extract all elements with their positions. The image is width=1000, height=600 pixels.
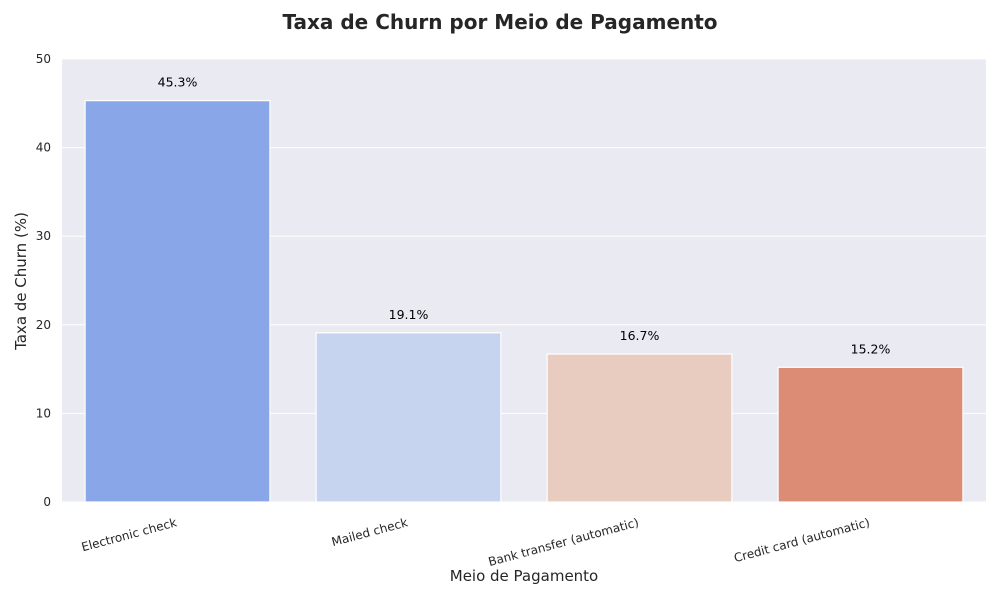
x-tick-label: Credit card (automatic) xyxy=(732,515,871,565)
bar xyxy=(315,332,502,503)
x-tick-label: Bank transfer (automatic) xyxy=(487,515,641,569)
y-axis-label: Taxa de Churn (%) xyxy=(12,212,30,350)
data-label: 45.3% xyxy=(158,75,198,90)
bar xyxy=(546,353,733,503)
bar xyxy=(84,100,271,503)
bar xyxy=(777,366,964,503)
x-tick-label: Mailed check xyxy=(330,515,409,549)
y-tick-label: 0 xyxy=(43,495,51,509)
data-label: 16.7% xyxy=(620,328,660,343)
data-label: 19.1% xyxy=(389,307,429,322)
chart-title: Taxa de Churn por Meio de Pagamento xyxy=(282,10,718,34)
y-tick-label: 50 xyxy=(36,52,51,66)
x-axis-label: Meio de Pagamento xyxy=(449,567,599,585)
x-tick-label: Electronic check xyxy=(80,515,178,554)
y-tick-label: 10 xyxy=(36,406,51,420)
y-tick-label: 20 xyxy=(36,318,51,332)
y-tick-label: 40 xyxy=(36,141,51,155)
data-label: 15.2% xyxy=(851,341,891,356)
y-tick-label: 30 xyxy=(36,229,51,243)
